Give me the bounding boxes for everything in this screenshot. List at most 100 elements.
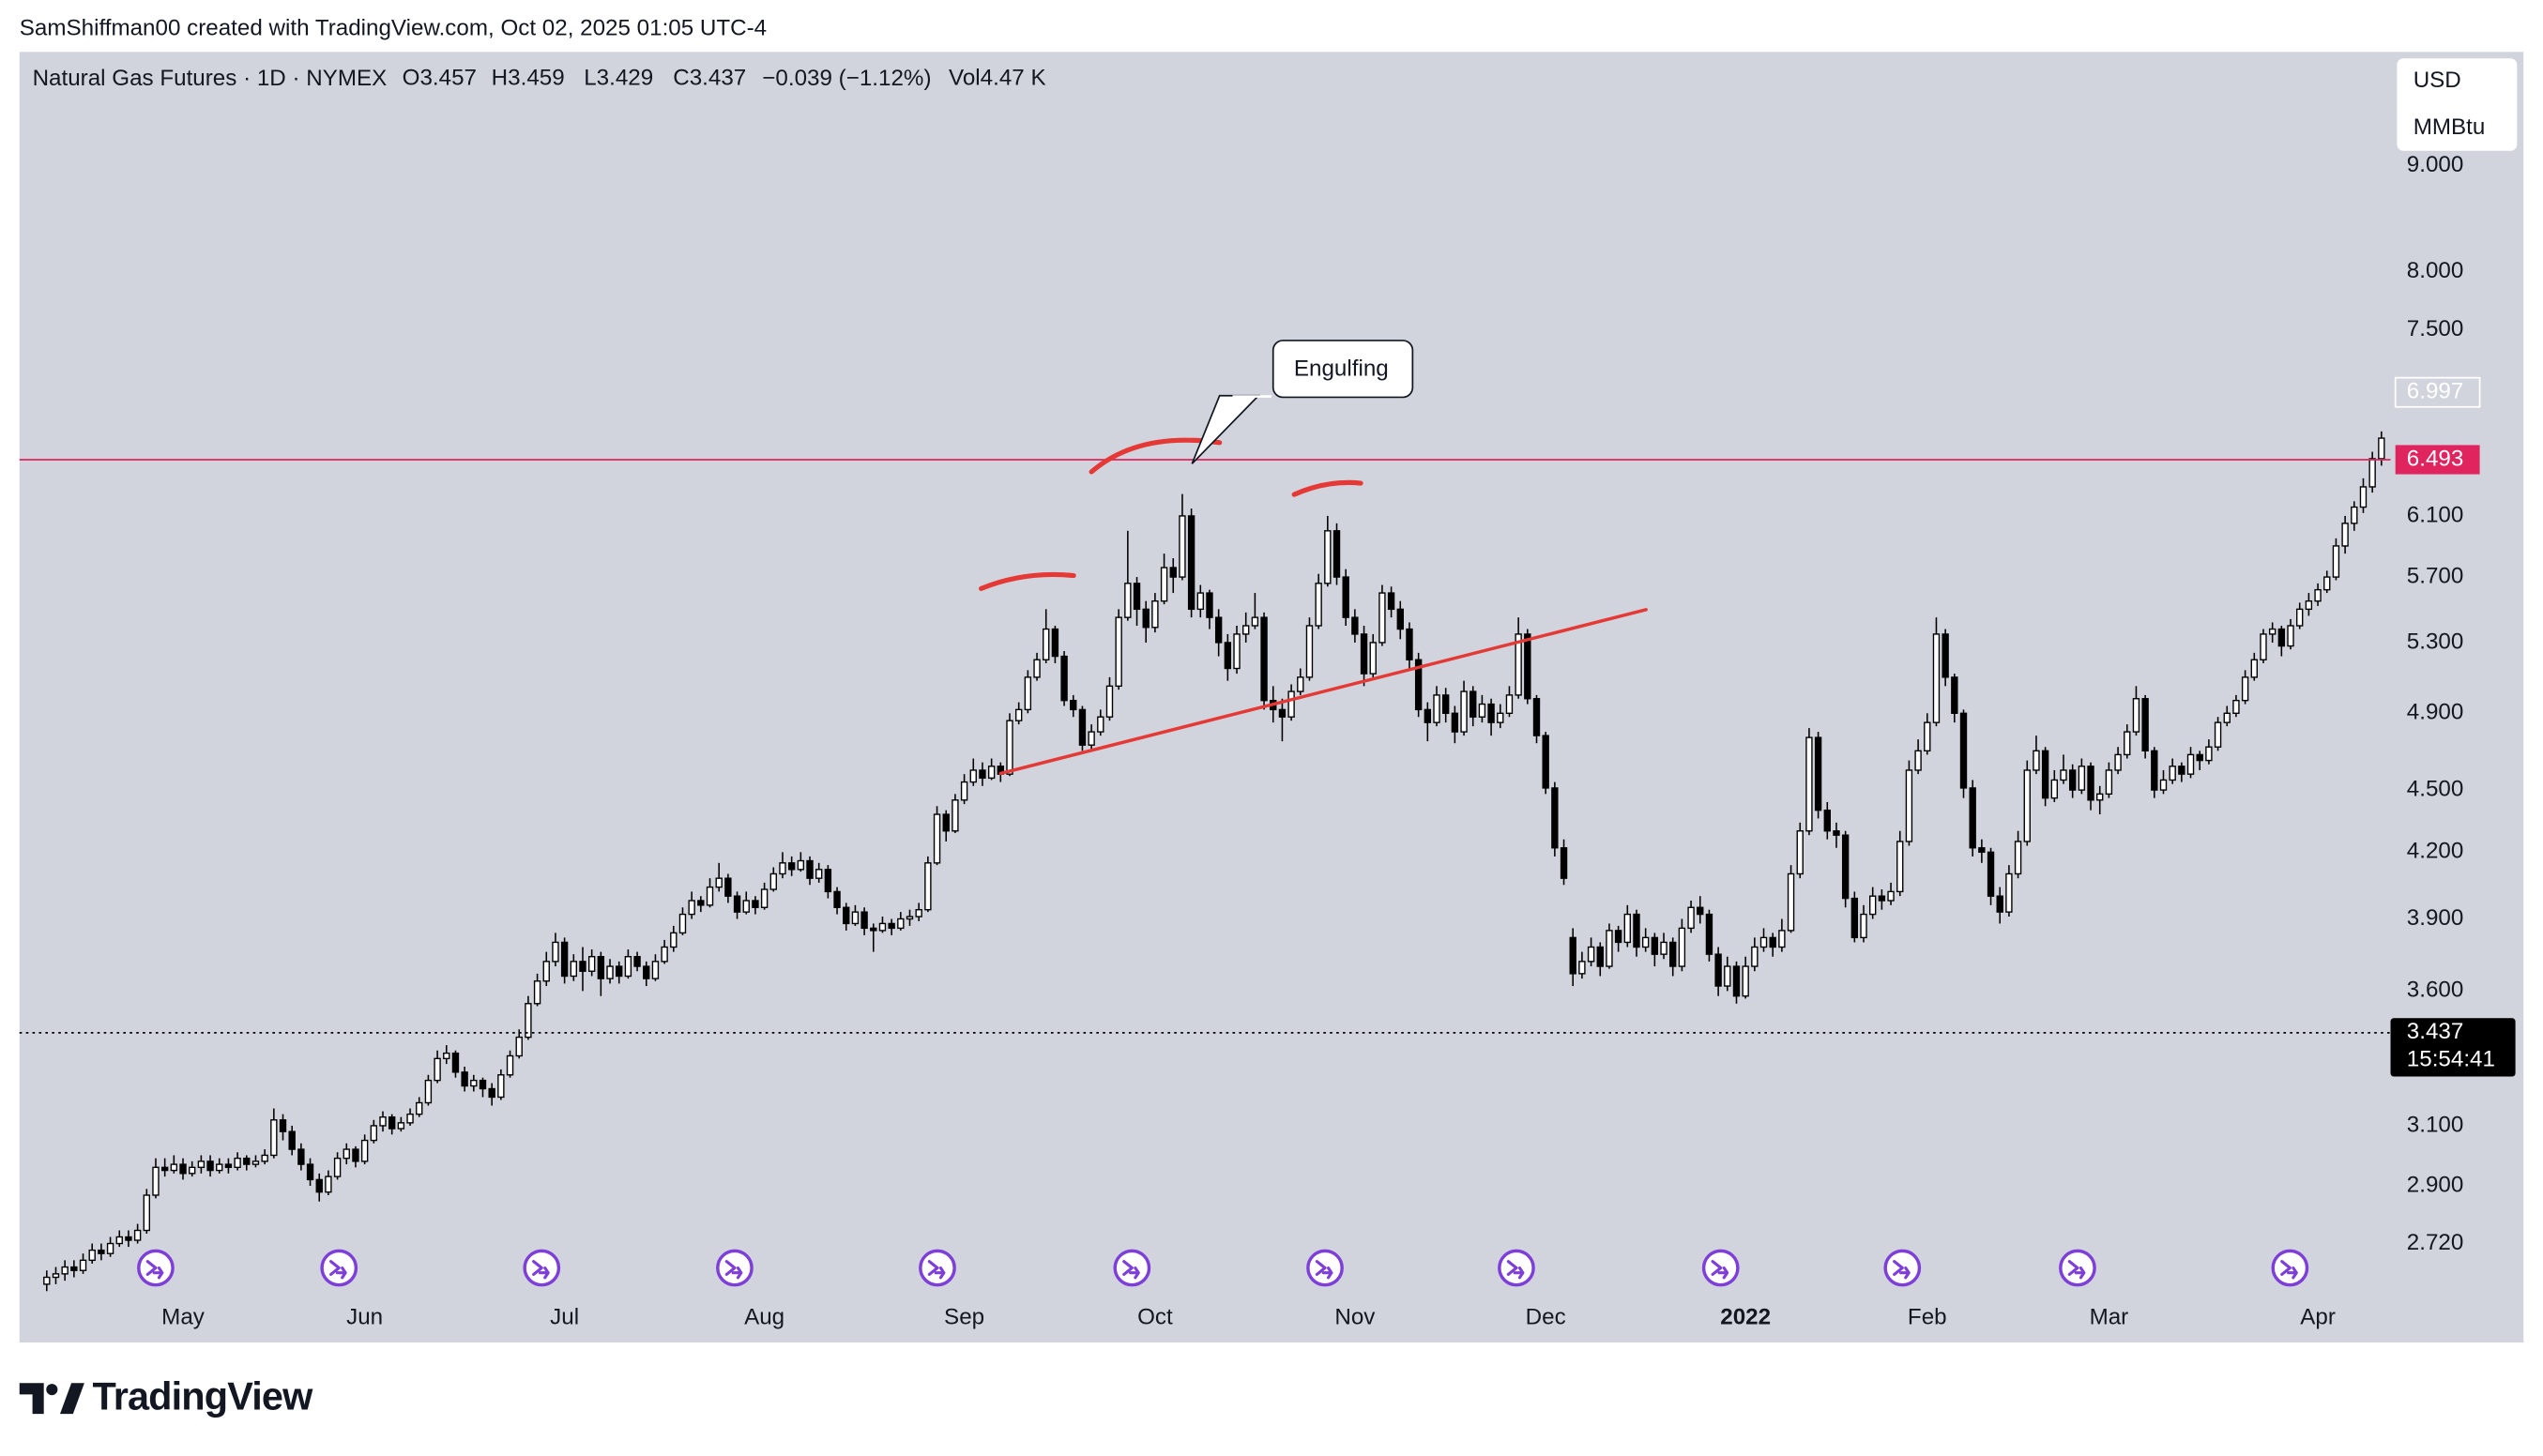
candle-body — [325, 1175, 332, 1193]
candle-body — [424, 1079, 433, 1104]
candle-body — [206, 1160, 214, 1172]
x-tick-label: Oct — [1137, 1304, 1173, 1329]
credit: SamShiffman00 created with TradingView.c… — [20, 15, 767, 40]
candle-body — [1097, 716, 1104, 733]
event-icon[interactable] — [523, 1249, 561, 1287]
candle-body — [2060, 769, 2067, 781]
event-icon[interactable] — [1498, 1249, 1535, 1287]
callout: Engulfing — [1191, 340, 1414, 464]
event-icon[interactable] — [919, 1249, 956, 1287]
event-icon[interactable] — [137, 1249, 175, 1287]
legend-value: 3.437 — [690, 66, 747, 91]
logo: TradingView — [19, 1373, 314, 1418]
candle-body — [2260, 633, 2267, 660]
candle-body — [1260, 616, 1268, 702]
candle-body — [2159, 779, 2168, 791]
price-label: 6.493 — [2407, 446, 2464, 471]
candle-body — [1433, 694, 1440, 723]
candle-body — [1687, 906, 1695, 930]
candle-body — [170, 1163, 178, 1172]
candle-body — [1187, 515, 1195, 611]
candle-body — [1905, 769, 1913, 842]
currency-box[interactable] — [2397, 58, 2518, 151]
countdown-label: 15:54:41 — [2407, 1047, 2495, 1072]
candle-body — [133, 1229, 142, 1241]
event-icon[interactable] — [1883, 1249, 1922, 1287]
candle-body — [1315, 583, 1322, 627]
candle-body — [2132, 698, 2140, 733]
candle-body — [1332, 530, 1341, 578]
y-tick-label: 3.900 — [2407, 905, 2464, 931]
y-tick-label: 4.500 — [2407, 776, 2464, 801]
candle-body — [833, 890, 841, 908]
candle-body — [1759, 936, 1768, 948]
x-tick-label: Jun — [346, 1304, 383, 1329]
high-label: 6.997 — [2407, 379, 2464, 404]
event-icon[interactable] — [2271, 1249, 2309, 1287]
candle-body — [724, 877, 732, 897]
event-icon[interactable] — [2059, 1249, 2096, 1287]
x-tick-label: Jul — [550, 1304, 579, 1329]
candle-body — [2014, 841, 2022, 875]
candle-body — [88, 1249, 96, 1262]
candle-body — [2005, 872, 2013, 913]
candle-body — [2105, 769, 2113, 796]
candle-body — [2023, 769, 2031, 842]
event-icon[interactable] — [716, 1249, 754, 1287]
arc-mark — [1291, 479, 1363, 497]
candle-body — [243, 1157, 251, 1165]
candle-body — [1841, 834, 1850, 900]
candle-body — [1869, 895, 1877, 916]
event-icon[interactable] — [1306, 1249, 1344, 1287]
candle-body — [1105, 685, 1114, 718]
candle-body — [2050, 779, 2059, 799]
event-icon[interactable] — [320, 1249, 358, 1287]
candle-body — [1833, 830, 1840, 836]
event-icon[interactable] — [1701, 1249, 1740, 1287]
candle-body — [288, 1130, 296, 1150]
unit[interactable]: MMBtu — [2414, 114, 2486, 140]
candle-body — [2268, 628, 2277, 635]
candle-body — [1124, 583, 1132, 618]
candle-body — [1578, 961, 1586, 975]
last-price-label: 3.437 — [2407, 1019, 2464, 1044]
candle-body — [379, 1116, 387, 1127]
candle-body — [2033, 750, 2040, 771]
candle-body — [1451, 712, 1459, 733]
logo-mark — [46, 1384, 58, 1396]
candle-body — [234, 1157, 241, 1169]
candle-body — [1651, 936, 1659, 955]
candle-body — [897, 918, 905, 930]
candle-body — [43, 1276, 51, 1285]
legend-label: L — [584, 66, 596, 91]
candle-body — [1969, 787, 1976, 849]
candle-body — [2378, 437, 2385, 460]
candle-body — [542, 961, 550, 982]
candle-body — [2305, 599, 2313, 611]
candle-body — [1305, 625, 1314, 678]
candle-body — [1932, 633, 1941, 723]
candle-body — [2214, 721, 2222, 748]
candle-body — [1959, 712, 1968, 789]
candle-body — [888, 922, 895, 930]
x-tick-label: Apr — [2300, 1304, 2336, 1329]
candle-body — [1460, 690, 1468, 733]
candle-body — [1751, 946, 1759, 967]
event-icon[interactable] — [1113, 1249, 1151, 1287]
candle-body — [2223, 712, 2231, 723]
candle-body — [251, 1160, 260, 1165]
candle-body — [360, 1139, 369, 1162]
candle-body — [1151, 599, 1159, 629]
candle-body — [1724, 965, 1731, 987]
candle-body — [870, 927, 877, 932]
candle-body — [397, 1122, 405, 1130]
candle-body — [1033, 659, 1041, 678]
x-tick-label: 2022 — [1720, 1304, 1771, 1329]
candle-body — [1024, 676, 1032, 711]
candle-body — [1051, 628, 1059, 658]
candle-body — [1705, 913, 1713, 955]
legend-item: L3.429 — [584, 66, 653, 91]
currency[interactable]: USD — [2414, 68, 2461, 93]
candle-body — [1251, 616, 1259, 627]
candle-body — [315, 1178, 323, 1193]
